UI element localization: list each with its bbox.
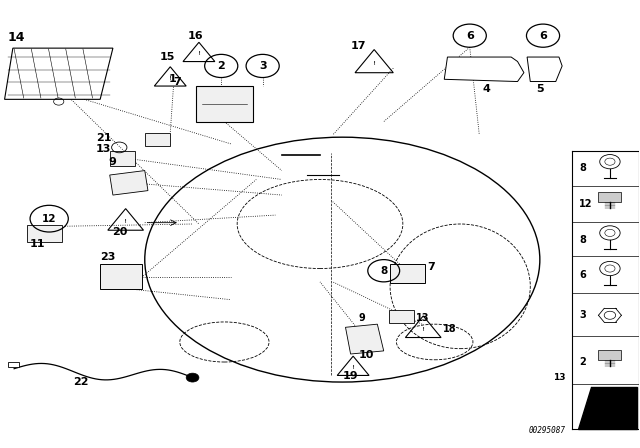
- Bar: [389, 310, 414, 323]
- Text: 7: 7: [173, 77, 181, 87]
- Polygon shape: [444, 57, 524, 82]
- Text: 19: 19: [343, 370, 358, 381]
- Text: 23: 23: [100, 252, 116, 262]
- Text: 4: 4: [483, 83, 490, 94]
- Bar: [109, 151, 135, 166]
- Text: 6: 6: [579, 270, 586, 280]
- Text: 21: 21: [96, 133, 111, 142]
- Text: 9: 9: [108, 157, 116, 167]
- Bar: [27, 225, 62, 242]
- Polygon shape: [4, 48, 113, 99]
- Text: 13: 13: [553, 373, 565, 382]
- Bar: [8, 362, 19, 367]
- Text: 10: 10: [358, 350, 374, 360]
- Text: 9: 9: [358, 313, 365, 323]
- Text: 20: 20: [111, 227, 127, 237]
- Text: 8: 8: [579, 164, 586, 173]
- Polygon shape: [346, 324, 384, 354]
- Text: 5: 5: [537, 83, 544, 94]
- Polygon shape: [109, 171, 148, 195]
- Text: 15: 15: [159, 52, 175, 62]
- Text: 3: 3: [259, 61, 266, 71]
- Bar: [390, 264, 425, 283]
- Text: 2: 2: [579, 357, 586, 367]
- Text: 12: 12: [579, 199, 593, 209]
- Text: 13: 13: [415, 313, 429, 323]
- Text: 7: 7: [427, 262, 435, 272]
- FancyBboxPatch shape: [196, 86, 253, 121]
- Text: 00295087: 00295087: [529, 426, 565, 435]
- Bar: [598, 350, 621, 360]
- Text: !: !: [372, 61, 376, 66]
- Text: 12: 12: [42, 214, 56, 224]
- Bar: [100, 264, 141, 289]
- Text: 8: 8: [579, 235, 586, 245]
- Text: 17: 17: [351, 41, 366, 51]
- Text: 11: 11: [30, 239, 45, 249]
- Text: 8: 8: [380, 266, 387, 276]
- Polygon shape: [578, 387, 637, 429]
- Text: !: !: [124, 219, 127, 224]
- Polygon shape: [527, 57, 562, 82]
- Text: 6: 6: [466, 30, 474, 41]
- Text: !: !: [168, 76, 172, 81]
- Text: 22: 22: [74, 376, 89, 387]
- Text: 2: 2: [218, 61, 225, 71]
- Circle shape: [186, 373, 199, 382]
- Text: 6: 6: [539, 30, 547, 41]
- Text: !: !: [422, 327, 425, 332]
- Text: !: !: [197, 52, 200, 56]
- Text: 1: 1: [169, 74, 177, 84]
- Text: 14: 14: [8, 30, 25, 44]
- Bar: [598, 192, 621, 202]
- FancyBboxPatch shape: [145, 133, 170, 146]
- Text: 18: 18: [443, 323, 456, 334]
- Text: !: !: [351, 365, 355, 370]
- Text: 13: 13: [96, 144, 111, 154]
- Text: 16: 16: [188, 30, 204, 41]
- Text: 3: 3: [579, 310, 586, 320]
